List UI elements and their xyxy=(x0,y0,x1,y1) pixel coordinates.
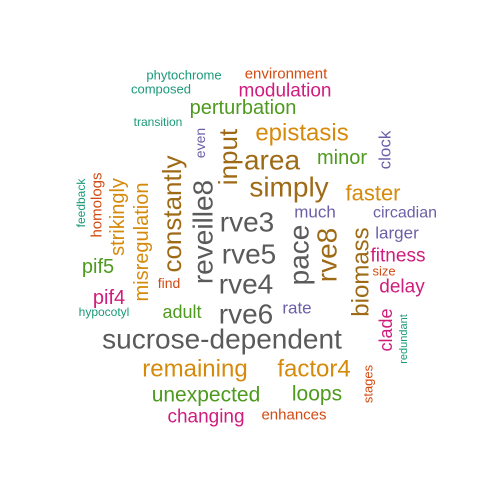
word-changing: changing xyxy=(167,407,244,428)
word-larger: larger xyxy=(375,224,419,243)
word-simply: simply xyxy=(249,172,328,203)
word-hypocotyl: hypocotyl xyxy=(79,305,130,319)
word-biomass: biomass xyxy=(348,227,375,316)
word-pace: pace xyxy=(284,225,315,286)
word-strikingly: strikingly xyxy=(107,178,129,256)
word-rve3: rve3 xyxy=(220,207,274,238)
word-fitness: fitness xyxy=(371,246,426,267)
word-clock: clock xyxy=(376,130,395,169)
word-pif5: pif5 xyxy=(82,256,114,278)
word-pif4: pif4 xyxy=(93,287,125,309)
word-sucrose-dependent: sucrose-dependent xyxy=(102,324,342,355)
word-feedback: feedback xyxy=(74,178,88,228)
word-epistasis: epistasis xyxy=(255,120,348,147)
word-transition: transition xyxy=(134,115,183,129)
word-rve6: rve6 xyxy=(219,299,273,330)
word-circadian: circadian xyxy=(373,205,437,222)
word-faster: faster xyxy=(345,181,400,206)
word-composed: composed xyxy=(131,82,191,97)
word-input: input xyxy=(213,128,243,185)
word-even: even xyxy=(192,128,208,158)
word-delay: delay xyxy=(379,277,425,298)
word-much: much xyxy=(294,203,336,222)
word-remaining: remaining xyxy=(142,356,247,383)
word-stages: stages xyxy=(361,364,376,403)
word-rate: rate xyxy=(282,299,311,318)
word-loops: loops xyxy=(292,383,342,406)
word-area: area xyxy=(244,145,300,176)
word-clade: clade xyxy=(376,308,396,351)
word-modulation: modulation xyxy=(239,81,332,102)
word-rve8: rve8 xyxy=(312,228,343,282)
word-reveille8: reveille8 xyxy=(188,180,219,284)
word-factor4: factor4 xyxy=(277,356,350,383)
word-unexpected: unexpected xyxy=(152,384,261,407)
word-misregulation: misregulation xyxy=(131,183,153,302)
word-find: find xyxy=(158,275,181,291)
word-size: size xyxy=(372,264,395,279)
word-homologs: homologs xyxy=(89,172,106,237)
word-environment: environment xyxy=(245,66,328,83)
word-enhances: enhances xyxy=(261,407,326,424)
word-constantly: constantly xyxy=(157,155,187,272)
word-minor: minor xyxy=(317,147,367,169)
word-redundant: redundant xyxy=(398,314,410,364)
word-adult: adult xyxy=(162,302,201,322)
word-rve5: rve5 xyxy=(222,239,276,270)
word-phytochrome: phytochrome xyxy=(146,68,221,83)
word-rve4: rve4 xyxy=(219,269,273,300)
word-perturbation: perturbation xyxy=(190,97,297,119)
